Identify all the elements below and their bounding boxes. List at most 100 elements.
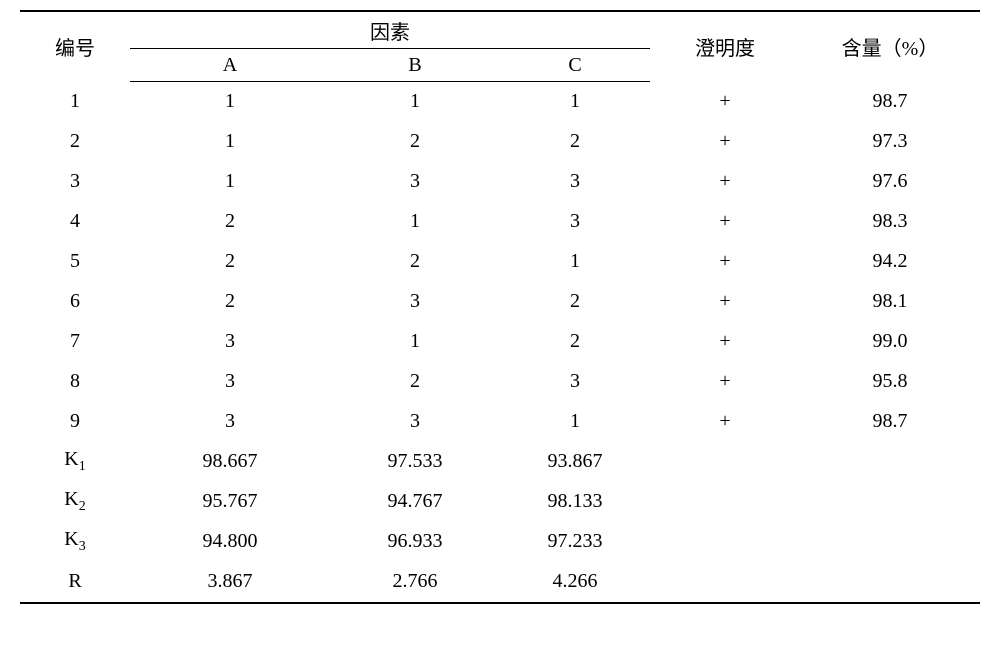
orthogonal-table: 编号 因素 澄明度 含量（%） A B C 1111+98.72122+97.3…: [20, 10, 980, 604]
cell-id: 7: [20, 322, 130, 362]
cell-content: 98.1: [800, 282, 980, 322]
cell-c: 2: [500, 322, 650, 362]
cell-id: 3: [20, 162, 130, 202]
cell-b: 3: [330, 402, 500, 442]
cell-a: 3: [130, 322, 330, 362]
cell-content: 95.8: [800, 362, 980, 402]
cell-id: 8: [20, 362, 130, 402]
cell-b: 2: [330, 122, 500, 162]
table-header: 编号 因素 澄明度 含量（%） A B C: [20, 12, 980, 82]
cell-a: 3: [130, 402, 330, 442]
cell-b: 1: [330, 322, 500, 362]
cell-content: 98.7: [800, 82, 980, 122]
cell-b: 2.766: [330, 562, 500, 602]
cell-a: 1: [130, 162, 330, 202]
cell-c: 1: [500, 242, 650, 282]
cell-a: 3: [130, 362, 330, 402]
table-row: 9331+98.7: [20, 402, 980, 442]
cell-b: 96.933: [330, 522, 500, 562]
table-row: 6232+98.1: [20, 282, 980, 322]
table-row: K198.66797.53393.867: [20, 442, 980, 482]
cell-c: 4.266: [500, 562, 650, 602]
table-row: 4213+98.3: [20, 202, 980, 242]
cell-content: 98.3: [800, 202, 980, 242]
cell-clarity: +: [650, 82, 800, 122]
header-col-a: A: [130, 49, 330, 82]
cell-content: [800, 482, 980, 522]
cell-b: 97.533: [330, 442, 500, 482]
cell-id: 9: [20, 402, 130, 442]
cell-b: 3: [330, 282, 500, 322]
header-col-c: C: [500, 49, 650, 82]
header-content: 含量（%）: [800, 12, 980, 82]
cell-c: 93.867: [500, 442, 650, 482]
cell-a: 2: [130, 242, 330, 282]
cell-a: 95.767: [130, 482, 330, 522]
cell-c: 3: [500, 362, 650, 402]
header-id: 编号: [20, 12, 130, 82]
cell-clarity: [650, 522, 800, 562]
cell-a: 2: [130, 202, 330, 242]
cell-c: 3: [500, 162, 650, 202]
cell-id: R: [20, 562, 130, 602]
cell-id: K1: [20, 442, 130, 482]
cell-c: 1: [500, 82, 650, 122]
cell-clarity: +: [650, 202, 800, 242]
header-factors: 因素: [130, 12, 650, 49]
cell-clarity: +: [650, 162, 800, 202]
cell-content: [800, 562, 980, 602]
cell-c: 97.233: [500, 522, 650, 562]
table-row: 5221+94.2: [20, 242, 980, 282]
cell-a: 3.867: [130, 562, 330, 602]
cell-content: 97.6: [800, 162, 980, 202]
cell-content: 94.2: [800, 242, 980, 282]
cell-id: K2: [20, 482, 130, 522]
table-row: 1111+98.7: [20, 82, 980, 122]
cell-a: 2: [130, 282, 330, 322]
cell-c: 2: [500, 282, 650, 322]
cell-clarity: +: [650, 322, 800, 362]
cell-clarity: [650, 482, 800, 522]
cell-content: 99.0: [800, 322, 980, 362]
table-row: 8323+95.8: [20, 362, 980, 402]
table-body: 1111+98.72122+97.33133+97.64213+98.35221…: [20, 82, 980, 602]
table-row: 2122+97.3: [20, 122, 980, 162]
table-row: K295.76794.76798.133: [20, 482, 980, 522]
cell-content: 98.7: [800, 402, 980, 442]
cell-c: 1: [500, 402, 650, 442]
cell-b: 2: [330, 242, 500, 282]
cell-clarity: +: [650, 242, 800, 282]
cell-b: 1: [330, 82, 500, 122]
cell-content: [800, 442, 980, 482]
cell-a: 98.667: [130, 442, 330, 482]
cell-a: 1: [130, 82, 330, 122]
cell-id: 4: [20, 202, 130, 242]
cell-b: 94.767: [330, 482, 500, 522]
table-row: 3133+97.6: [20, 162, 980, 202]
cell-clarity: +: [650, 362, 800, 402]
cell-id: K3: [20, 522, 130, 562]
cell-id: 6: [20, 282, 130, 322]
cell-id: 1: [20, 82, 130, 122]
cell-b: 3: [330, 162, 500, 202]
cell-clarity: +: [650, 282, 800, 322]
header-clarity: 澄明度: [650, 12, 800, 82]
cell-content: [800, 522, 980, 562]
cell-clarity: [650, 562, 800, 602]
cell-clarity: +: [650, 402, 800, 442]
cell-id: 5: [20, 242, 130, 282]
cell-a: 1: [130, 122, 330, 162]
data-table: 编号 因素 澄明度 含量（%） A B C 1111+98.72122+97.3…: [20, 12, 980, 602]
cell-clarity: +: [650, 122, 800, 162]
cell-c: 2: [500, 122, 650, 162]
header-col-b: B: [330, 49, 500, 82]
table-row: R3.8672.7664.266: [20, 562, 980, 602]
cell-b: 1: [330, 202, 500, 242]
cell-b: 2: [330, 362, 500, 402]
cell-id: 2: [20, 122, 130, 162]
cell-clarity: [650, 442, 800, 482]
table-row: K394.80096.93397.233: [20, 522, 980, 562]
table-row: 7312+99.0: [20, 322, 980, 362]
cell-c: 3: [500, 202, 650, 242]
cell-a: 94.800: [130, 522, 330, 562]
